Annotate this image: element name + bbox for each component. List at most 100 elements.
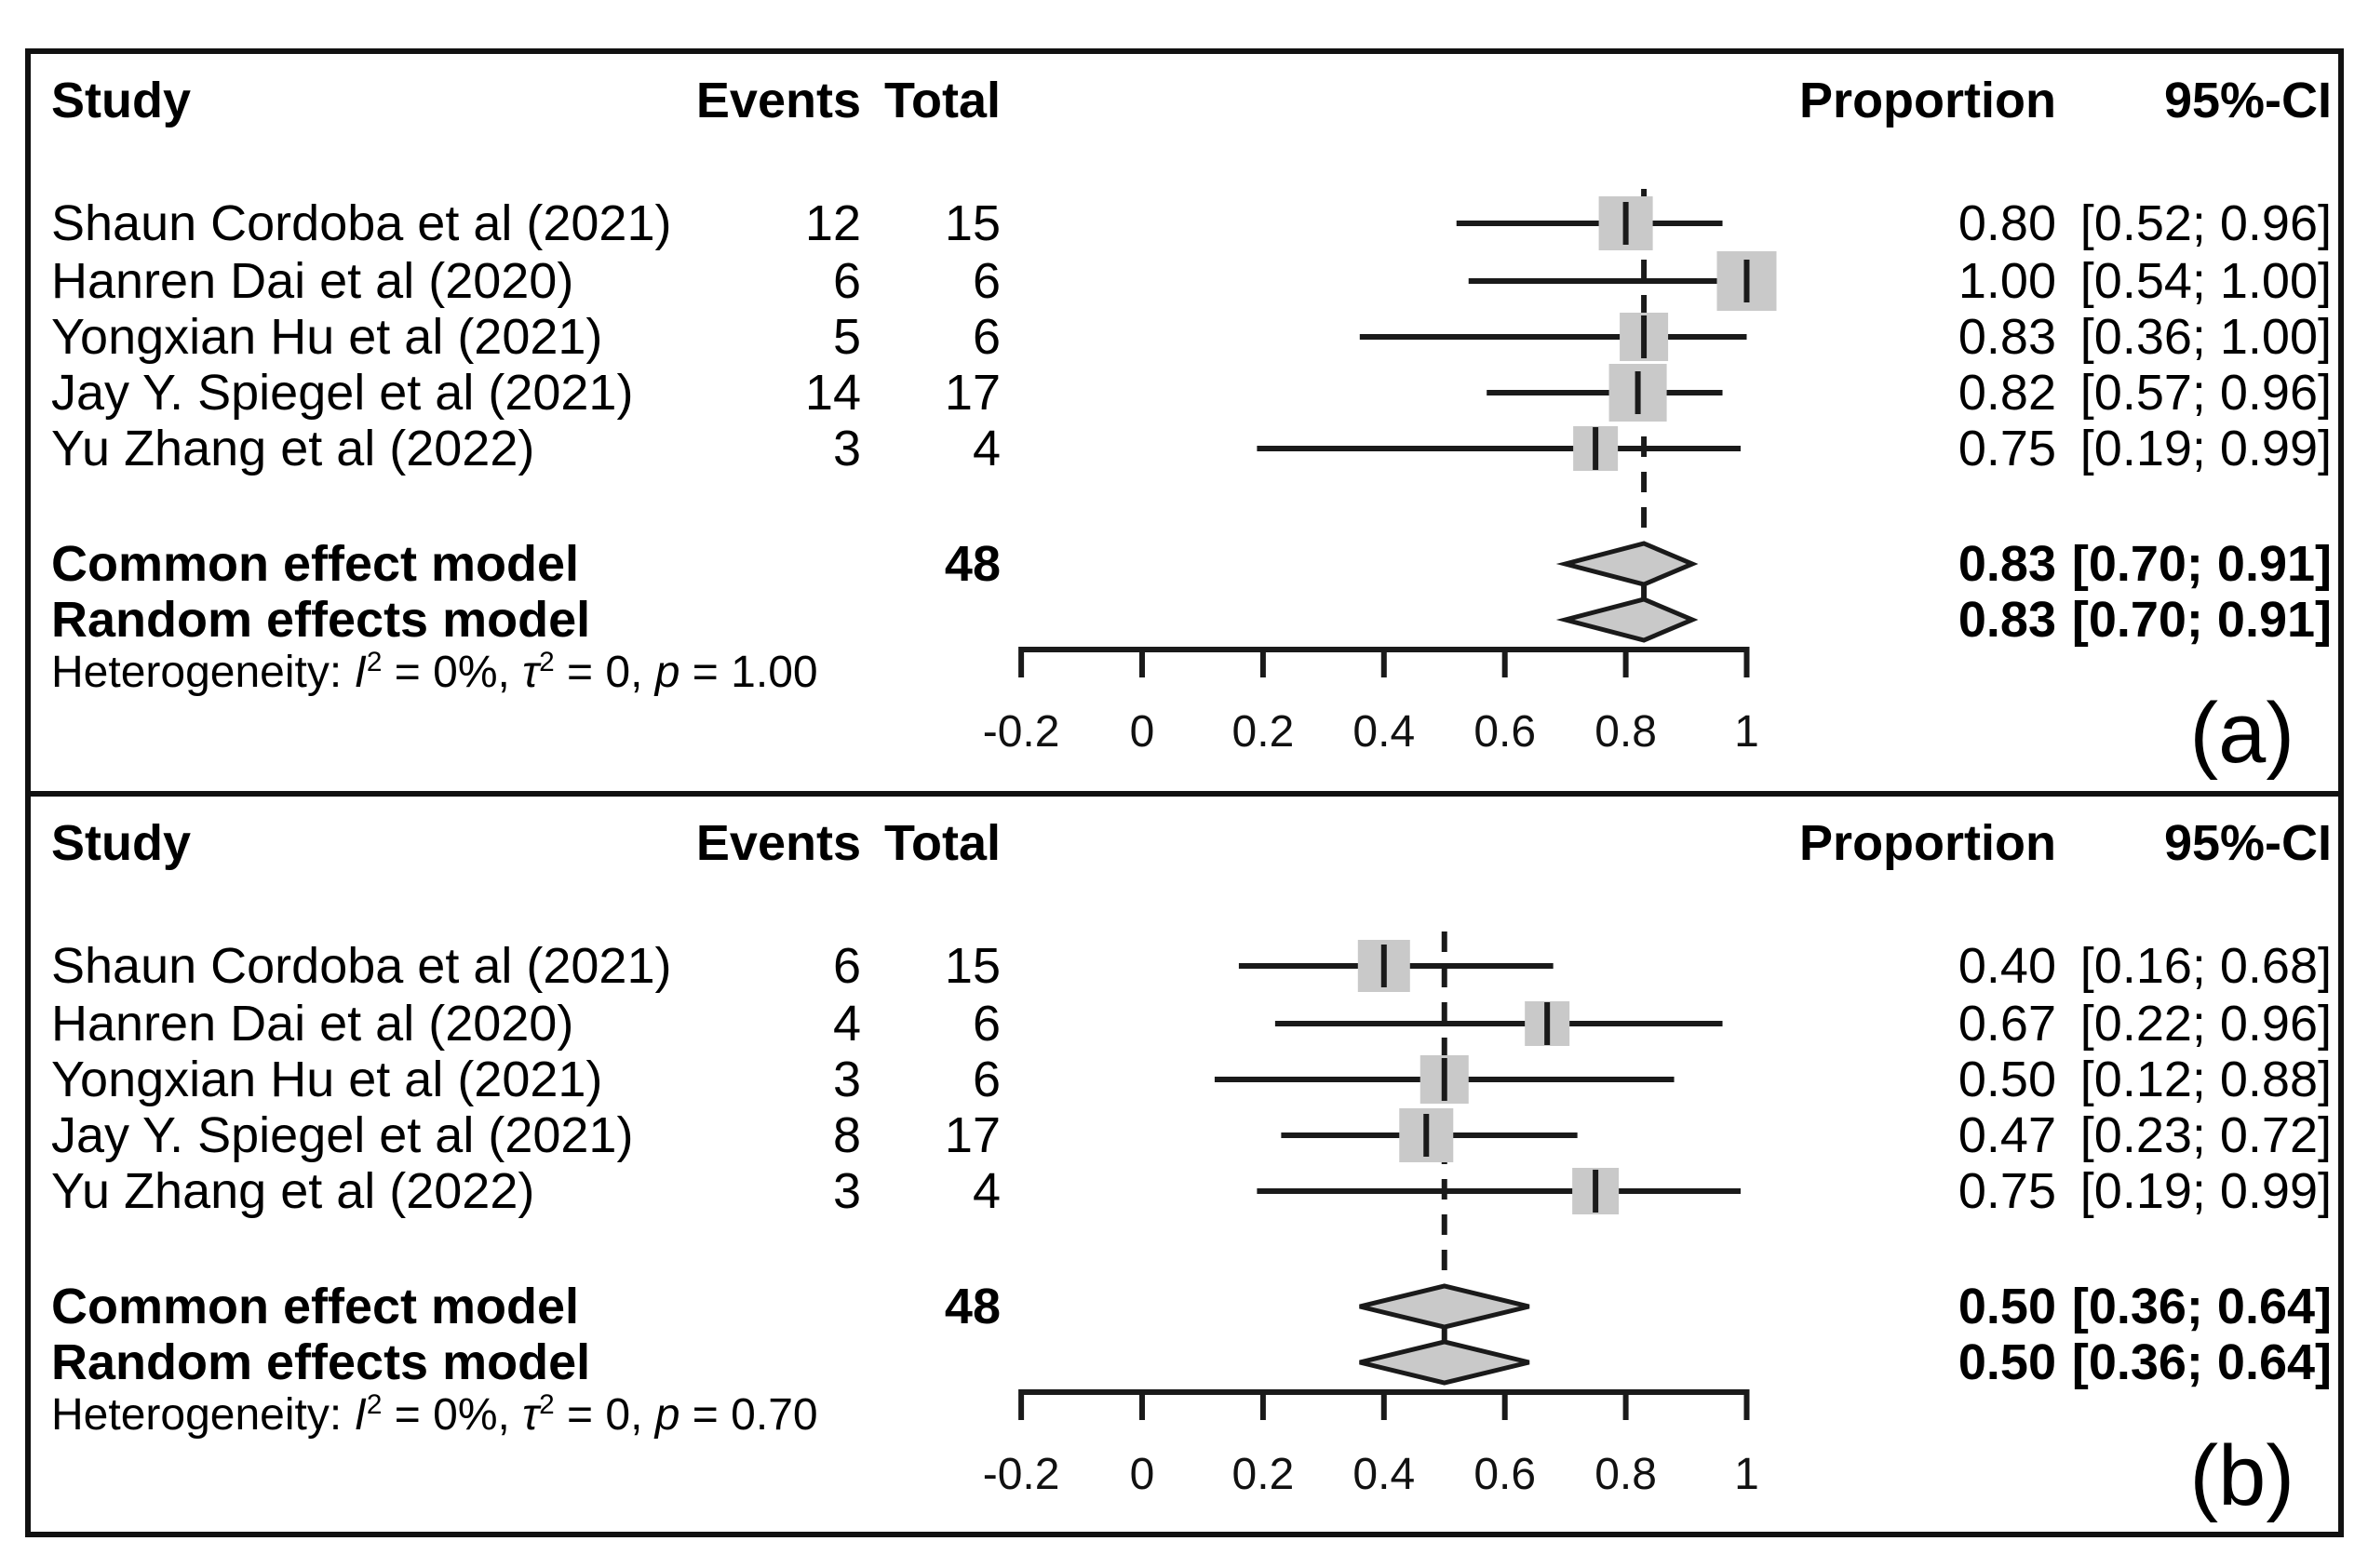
study-events: 8 xyxy=(832,1107,861,1163)
col-header-ci: 95%-CI xyxy=(2163,815,2332,871)
point-estimate-tick xyxy=(1441,1058,1447,1101)
study-name: Yongxian Hu et al (2021) xyxy=(51,309,603,365)
study-name: Yongxian Hu et al (2021) xyxy=(51,1052,603,1107)
study-events: 14 xyxy=(804,365,861,421)
random-effects-ci: [0.70; 0.91] xyxy=(2071,592,2332,648)
tau-squared-value: = 0, xyxy=(554,1390,655,1440)
study-events: 3 xyxy=(832,1163,861,1219)
study-proportion: 0.82 xyxy=(1958,365,2056,421)
random-effects-label: Random effects model xyxy=(51,592,591,648)
study-ci: [0.54; 1.00] xyxy=(2079,253,2332,309)
study-total: 15 xyxy=(944,938,1001,994)
x-axis-tick-label: 0 xyxy=(1130,1450,1155,1499)
study-proportion: 0.47 xyxy=(1958,1107,2056,1163)
study-events: 6 xyxy=(832,938,861,994)
col-header-study: Study xyxy=(51,815,192,871)
random-diamond xyxy=(1555,596,1699,643)
study-proportion: 0.50 xyxy=(1958,1052,2056,1107)
forest-panel-b: -0.2 0 0.2 0.4 0.6 0.8 1 Study Events Total Pr… xyxy=(31,797,2338,1532)
common-diamond xyxy=(1359,1283,1530,1330)
tau-squared-symbol: τ xyxy=(522,1390,540,1440)
point-estimate-tick xyxy=(1635,371,1641,414)
x-axis-tick-label: 1 xyxy=(1734,707,1759,757)
x-axis-tick-label: 0.4 xyxy=(1352,707,1415,757)
study-events: 3 xyxy=(832,1052,861,1107)
figure-border-box: -0.2 0 0.2 0.4 0.6 0.8 1 Study Events Total Pr… xyxy=(25,48,2344,1537)
study-ci: [0.16; 0.68] xyxy=(2079,938,2332,994)
col-header-events: Events xyxy=(695,73,861,128)
point-estimate-tick xyxy=(1593,427,1599,470)
common-effect-total: 48 xyxy=(944,536,1001,592)
study-proportion: 0.75 xyxy=(1958,421,2056,476)
study-events: 6 xyxy=(832,253,861,309)
col-header-total: Total xyxy=(884,73,1001,128)
x-axis-tick-label: 0.8 xyxy=(1594,1450,1657,1499)
common-effect-total: 48 xyxy=(944,1279,1001,1334)
point-estimate-tick xyxy=(1641,315,1648,358)
x-axis-tick-label: -0.2 xyxy=(983,707,1060,757)
random-effects-label: Random effects model xyxy=(51,1334,591,1390)
study-total: 4 xyxy=(972,421,1001,476)
point-estimate-tick xyxy=(1743,260,1750,302)
point-estimate-tick xyxy=(1622,202,1629,245)
study-proportion: 0.80 xyxy=(1958,195,2056,251)
study-ci: [0.22; 0.96] xyxy=(2079,996,2332,1052)
common-diamond xyxy=(1555,541,1699,587)
study-name: Shaun Cordoba et al (2021) xyxy=(51,938,672,994)
forest-plot-canvas-a: -0.2 0 0.2 0.4 0.6 0.8 1 xyxy=(983,189,1777,757)
study-ci: [0.52; 0.96] xyxy=(2079,195,2332,251)
study-ci: [0.12; 0.88] xyxy=(2079,1052,2332,1107)
x-axis-tick-label: 0.2 xyxy=(1232,1450,1295,1499)
random-diamond xyxy=(1359,1339,1530,1386)
point-estimate-tick xyxy=(1593,1170,1599,1213)
study-ci: [0.23; 0.72] xyxy=(2079,1107,2332,1163)
tau-squared-symbol: τ xyxy=(522,648,540,697)
tau-squared-value: = 0, xyxy=(554,648,655,697)
random-effects-proportion: 0.50 xyxy=(1958,1334,2056,1390)
common-effect-ci: [0.70; 0.91] xyxy=(2071,536,2332,592)
heterogeneity-prefix: Heterogeneity: xyxy=(51,648,355,697)
i-squared-value: = 0%, xyxy=(382,1390,523,1440)
random-effects-proportion: 0.83 xyxy=(1958,592,2056,648)
study-total: 6 xyxy=(972,996,1001,1052)
study-name: Yu Zhang et al (2022) xyxy=(51,421,535,476)
x-axis-tick-label: 0.6 xyxy=(1473,707,1536,757)
study-total: 17 xyxy=(944,1107,1001,1163)
heterogeneity-note: Heterogeneity: I2 = 0%, τ2 = 0, p = 1.00 xyxy=(51,649,818,695)
i-squared-exponent: 2 xyxy=(366,647,383,677)
x-axis-tick-label: 0.8 xyxy=(1594,707,1657,757)
panel-label-b: (b) xyxy=(2189,1428,2294,1523)
study-events: 5 xyxy=(832,309,861,365)
common-effect-ci: [0.36; 0.64] xyxy=(2071,1279,2332,1334)
common-effect-proportion: 0.83 xyxy=(1958,536,2056,592)
point-estimate-tick xyxy=(1544,1002,1551,1045)
study-name: Jay Y. Spiegel et al (2021) xyxy=(51,1107,634,1163)
x-axis-tick-label: 0.2 xyxy=(1232,707,1295,757)
random-effects-ci: [0.36; 0.64] xyxy=(2071,1334,2332,1390)
study-proportion: 1.00 xyxy=(1958,253,2056,309)
point-estimate-tick xyxy=(1423,1114,1430,1157)
i-squared-value: = 0%, xyxy=(382,648,523,697)
i-squared-exponent: 2 xyxy=(366,1389,383,1420)
i-squared-symbol: I xyxy=(354,648,367,697)
col-header-events: Events xyxy=(695,815,861,871)
p-symbol: p xyxy=(654,648,680,697)
tau-squared-exponent: 2 xyxy=(539,647,555,677)
x-axis-tick-label: 1 xyxy=(1734,1450,1759,1499)
study-ci: [0.36; 1.00] xyxy=(2079,309,2332,365)
p-value: = 1.00 xyxy=(679,648,818,697)
study-name: Jay Y. Spiegel et al (2021) xyxy=(51,365,634,421)
col-header-ci: 95%-CI xyxy=(2163,73,2332,128)
study-events: 4 xyxy=(832,996,861,1052)
study-proportion: 0.83 xyxy=(1958,309,2056,365)
study-name: Hanren Dai et al (2020) xyxy=(51,996,574,1052)
study-proportion: 0.75 xyxy=(1958,1163,2056,1219)
study-ci: [0.19; 0.99] xyxy=(2079,421,2332,476)
heterogeneity-note: Heterogeneity: I2 = 0%, τ2 = 0, p = 0.70 xyxy=(51,1391,818,1438)
study-events: 12 xyxy=(804,195,861,251)
point-estimate-tick xyxy=(1380,945,1387,987)
study-total: 6 xyxy=(972,309,1001,365)
panel-divider xyxy=(31,791,2338,797)
tau-squared-exponent: 2 xyxy=(539,1389,555,1420)
common-effect-label: Common effect model xyxy=(51,536,580,592)
